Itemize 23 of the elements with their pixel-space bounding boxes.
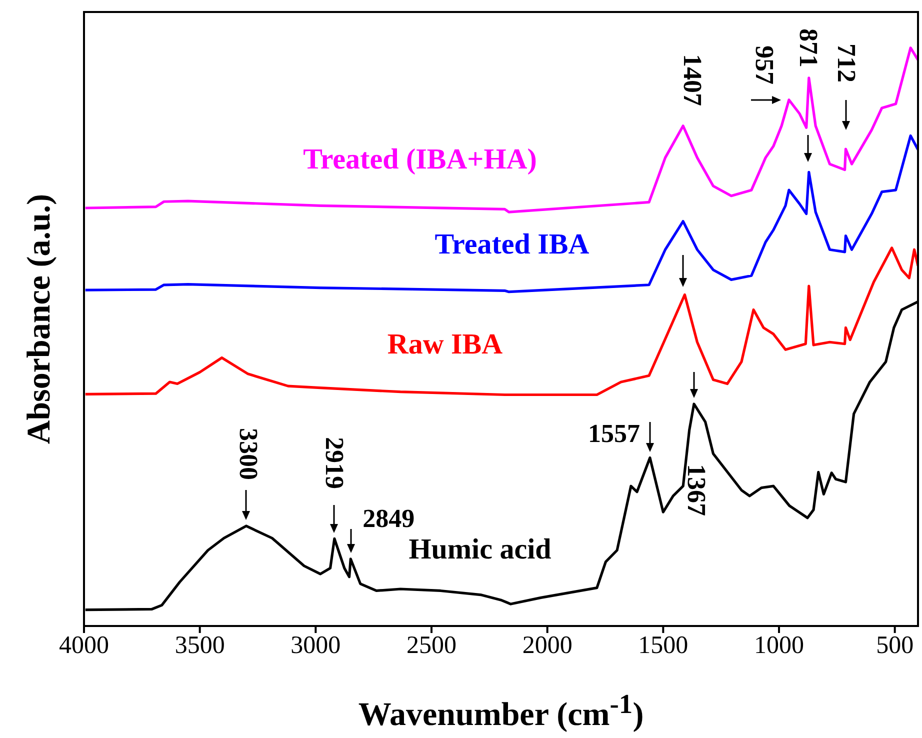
x-tick-label: 1000 bbox=[754, 632, 804, 659]
series-label: Treated IBA bbox=[434, 228, 590, 262]
x-tick-label: 1500 bbox=[638, 632, 688, 659]
annotation: 871 bbox=[793, 28, 823, 68]
annotation: 2919 bbox=[319, 436, 350, 489]
x-tick-label: 500 bbox=[876, 632, 914, 659]
x-tick-label: 2500 bbox=[406, 632, 456, 659]
y-axis-title: Absorbance (a.u.) bbox=[22, 194, 58, 444]
x-tick-label: 4000 bbox=[59, 632, 109, 659]
series-label: Treated (IBA+HA) bbox=[303, 144, 537, 176]
legend-label: Humic acid bbox=[408, 534, 552, 566]
annotation: 1407 bbox=[677, 54, 707, 106]
x-tick-label: 2000 bbox=[522, 632, 572, 659]
annotation: 3300 bbox=[233, 428, 264, 480]
x-axis-title: Wavenumber (cm$^{-1}$) bbox=[358, 688, 644, 734]
series-label: Raw IBA bbox=[387, 328, 503, 362]
x-tick-label: 3500 bbox=[174, 632, 225, 659]
annotation: 1367 bbox=[680, 464, 711, 516]
annotation: 1557 bbox=[588, 418, 640, 449]
annotation: 712 bbox=[830, 44, 861, 83]
x-tick-label: 3000 bbox=[290, 632, 341, 659]
annotation: 2849 bbox=[362, 504, 415, 534]
annotation: 957 bbox=[748, 45, 779, 84]
